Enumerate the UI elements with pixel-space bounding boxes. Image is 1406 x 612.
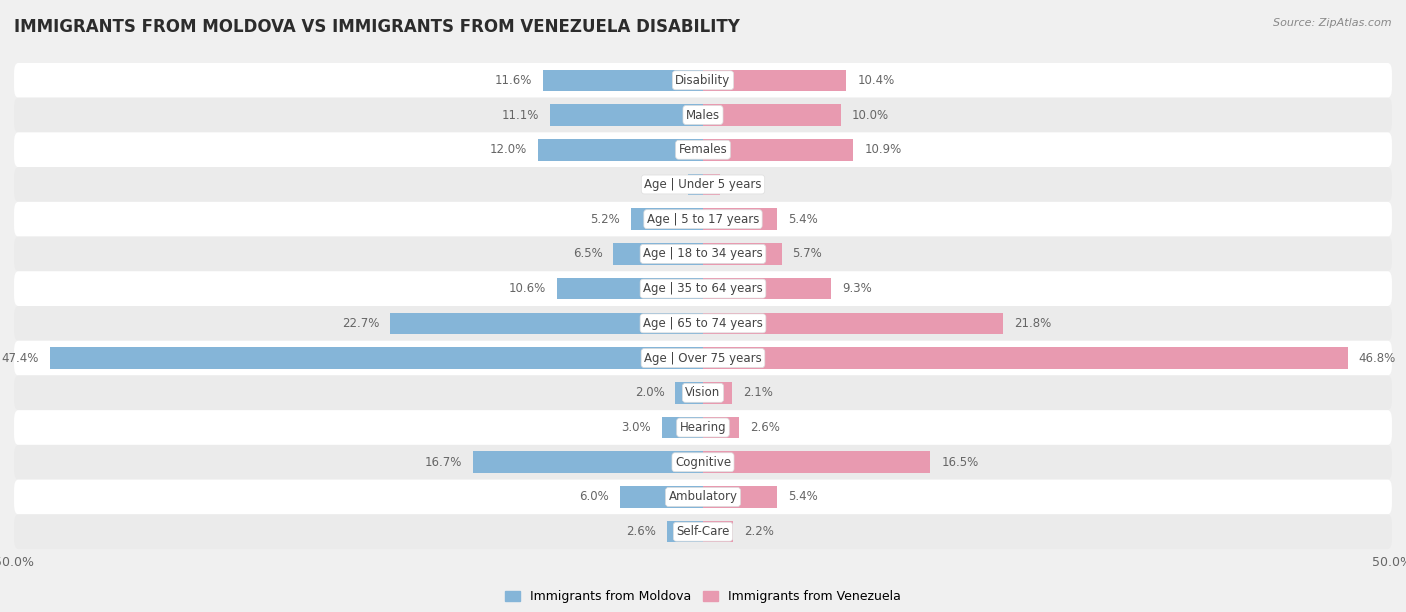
Bar [703,348,1348,369]
Legend: Immigrants from Moldova, Immigrants from Venezuela: Immigrants from Moldova, Immigrants from… [505,591,901,603]
Text: 10.0%: 10.0% [852,108,889,122]
Text: Age | 5 to 17 years: Age | 5 to 17 years [647,213,759,226]
Bar [550,104,703,126]
Text: Cognitive: Cognitive [675,456,731,469]
Text: 5.7%: 5.7% [793,247,823,261]
FancyBboxPatch shape [14,167,1392,202]
Text: 2.0%: 2.0% [634,386,665,399]
FancyBboxPatch shape [14,98,1392,132]
Text: 5.4%: 5.4% [789,490,818,504]
FancyBboxPatch shape [14,63,1392,98]
FancyBboxPatch shape [14,202,1392,237]
Bar [703,521,734,542]
FancyBboxPatch shape [14,132,1392,167]
Bar [703,452,931,473]
Text: 1.1%: 1.1% [647,178,676,191]
FancyBboxPatch shape [14,375,1392,410]
Text: 11.6%: 11.6% [495,74,531,87]
Bar [631,209,703,230]
Bar [703,486,778,508]
Text: 47.4%: 47.4% [1,351,39,365]
Text: Ambulatory: Ambulatory [668,490,738,504]
Text: 12.0%: 12.0% [489,143,527,156]
Text: 1.2%: 1.2% [731,178,761,191]
Bar [703,139,853,160]
Bar [703,243,782,264]
Text: 3.0%: 3.0% [621,421,651,434]
Text: Hearing: Hearing [679,421,727,434]
Text: 5.4%: 5.4% [789,213,818,226]
Bar [675,382,703,403]
Text: Age | 65 to 74 years: Age | 65 to 74 years [643,317,763,330]
Text: 21.8%: 21.8% [1014,317,1052,330]
Text: 2.1%: 2.1% [742,386,773,399]
Text: 10.4%: 10.4% [858,74,894,87]
Text: Age | Over 75 years: Age | Over 75 years [644,351,762,365]
FancyBboxPatch shape [14,445,1392,480]
Bar [543,70,703,91]
Bar [557,278,703,299]
FancyBboxPatch shape [14,514,1392,549]
Text: Age | 35 to 64 years: Age | 35 to 64 years [643,282,763,295]
Text: Disability: Disability [675,74,731,87]
Bar [703,382,733,403]
Text: Age | 18 to 34 years: Age | 18 to 34 years [643,247,763,261]
Text: Females: Females [679,143,727,156]
Text: 9.3%: 9.3% [842,282,872,295]
Text: 2.6%: 2.6% [749,421,780,434]
Text: Age | Under 5 years: Age | Under 5 years [644,178,762,191]
Bar [472,452,703,473]
Bar [703,209,778,230]
Text: 10.6%: 10.6% [509,282,546,295]
Text: 16.7%: 16.7% [425,456,461,469]
Text: 6.5%: 6.5% [572,247,602,261]
Bar [537,139,703,160]
Bar [662,417,703,438]
Bar [391,313,703,334]
Bar [703,174,720,195]
FancyBboxPatch shape [14,306,1392,341]
Bar [688,174,703,195]
Text: 16.5%: 16.5% [942,456,979,469]
FancyBboxPatch shape [14,271,1392,306]
Bar [703,70,846,91]
FancyBboxPatch shape [14,480,1392,514]
Bar [703,104,841,126]
Text: 46.8%: 46.8% [1358,351,1396,365]
Bar [703,278,831,299]
Text: Source: ZipAtlas.com: Source: ZipAtlas.com [1274,18,1392,28]
FancyBboxPatch shape [14,410,1392,445]
Bar [613,243,703,264]
Text: Self-Care: Self-Care [676,525,730,538]
FancyBboxPatch shape [14,237,1392,271]
Bar [620,486,703,508]
Bar [703,313,1004,334]
Text: 5.2%: 5.2% [591,213,620,226]
Text: 10.9%: 10.9% [865,143,901,156]
Text: 22.7%: 22.7% [342,317,380,330]
FancyBboxPatch shape [14,341,1392,375]
Text: Males: Males [686,108,720,122]
Text: IMMIGRANTS FROM MOLDOVA VS IMMIGRANTS FROM VENEZUELA DISABILITY: IMMIGRANTS FROM MOLDOVA VS IMMIGRANTS FR… [14,18,740,36]
Bar [49,348,703,369]
Bar [668,521,703,542]
Text: Vision: Vision [685,386,721,399]
Text: 2.2%: 2.2% [744,525,775,538]
Text: 11.1%: 11.1% [502,108,538,122]
Text: 6.0%: 6.0% [579,490,609,504]
Text: 2.6%: 2.6% [626,525,657,538]
Bar [703,417,738,438]
